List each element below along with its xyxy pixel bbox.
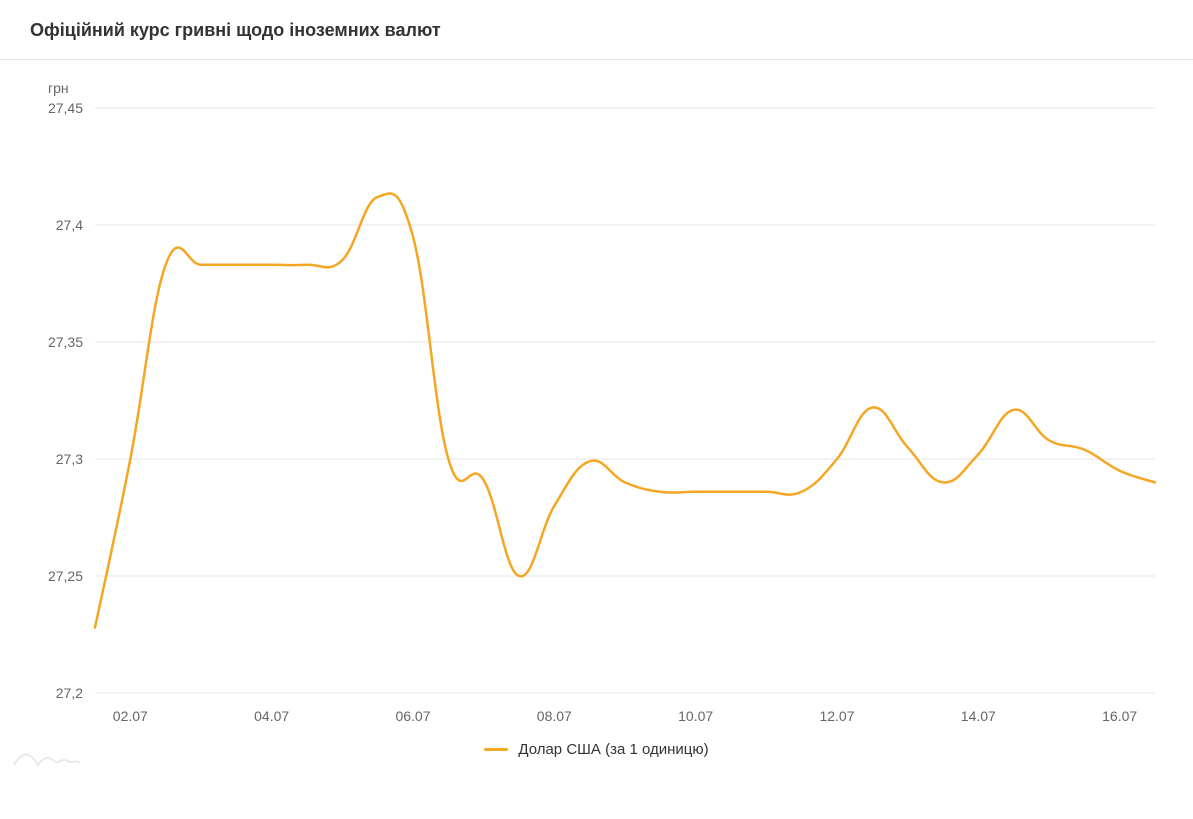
svg-text:16.07: 16.07 (1102, 708, 1137, 724)
svg-text:10.07: 10.07 (678, 708, 713, 724)
svg-text:06.07: 06.07 (395, 708, 430, 724)
chart-legend: Долар США (за 1 одиницю) (0, 741, 1193, 758)
svg-text:04.07: 04.07 (254, 708, 289, 724)
legend-label: Долар США (за 1 одиницю) (518, 741, 708, 758)
svg-text:27,3: 27,3 (56, 451, 83, 467)
y-axis-unit-label: грн (48, 80, 69, 96)
chart-area: грн 27,2 27,25 27,3 27,35 27,4 27,45 02.07 04.0… (0, 60, 1193, 780)
svg-text:08.07: 08.07 (537, 708, 572, 724)
line-chart-svg: 27,2 27,25 27,3 27,35 27,4 27,45 02.07 04.07 06.… (0, 60, 1193, 780)
svg-text:27,25: 27,25 (48, 568, 83, 584)
svg-text:27,45: 27,45 (48, 100, 83, 116)
svg-text:12.07: 12.07 (819, 708, 854, 724)
chart-title: Офіційний курс гривні щодо іноземних вал… (30, 20, 1193, 41)
legend-swatch (484, 748, 508, 751)
svg-text:27,4: 27,4 (56, 217, 83, 233)
chart-header: Офіційний курс гривні щодо іноземних вал… (0, 0, 1193, 60)
svg-text:02.07: 02.07 (113, 708, 148, 724)
svg-text:27,2: 27,2 (56, 685, 83, 701)
svg-text:27,35: 27,35 (48, 334, 83, 350)
page-root: Офіційний курс гривні щодо іноземних вал… (0, 0, 1193, 819)
watermark-icon (12, 745, 82, 774)
svg-text:14.07: 14.07 (961, 708, 996, 724)
